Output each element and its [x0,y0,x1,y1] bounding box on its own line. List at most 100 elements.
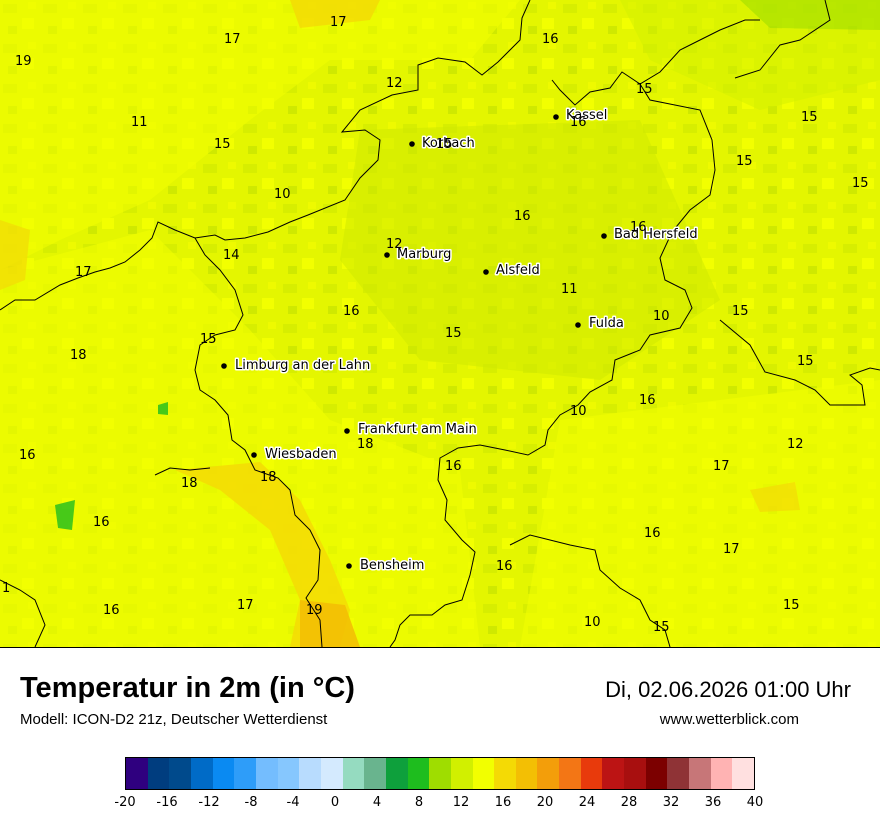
temperature-map-svg: Kassel Korbach Bad Hersfeld Marburg Alsf… [0,0,880,647]
temp-value: 16 [630,220,647,235]
temp-value: 16 [445,459,462,474]
temp-value: 11 [561,282,578,297]
temp-value: 16 [514,209,531,224]
temp-value: 17 [723,542,740,557]
legend-swatch [147,758,170,789]
temp-value: 16 [343,304,360,319]
hot-spot-west [0,220,30,290]
legend-tick-label: 20 [536,795,554,810]
border-mainz [154,467,211,476]
temp-value: 18 [357,437,374,452]
legend-swatch [364,758,386,789]
temp-value: 17 [224,32,241,47]
legend-tick-label: -16 [156,795,178,810]
legend-tick-label: -20 [114,795,136,810]
temp-value: 16 [644,526,661,541]
temperature-values: 17 17 19 16 12 15 15 11 15 16 15 10 15 1… [2,15,869,635]
hot-spot-north [290,0,380,28]
city-label-alsfeld: Alsfeld [496,263,540,278]
map-title: Temperatur in 2m (in °C) [20,672,355,704]
temp-value: 18 [181,476,198,491]
temp-value: 15 [445,326,462,341]
legend-swatch [689,758,711,789]
city-wiesbaden: Wiesbaden [251,446,338,464]
city-label-bad-hersfeld: Bad Hersfeld [614,227,698,242]
temp-value: 10 [584,615,601,630]
temp-value: 16 [93,515,110,530]
city-label-limburg: Limburg an der Lahn [235,358,370,373]
city-dot-wiesbaden [251,452,257,458]
city-kassel: Kassel [553,107,609,125]
city-limburg: Limburg an der Lahn [221,357,372,375]
legend-swatch [559,758,581,789]
city-dot-frankfurt [344,428,350,434]
legend-swatch [732,758,755,789]
temp-value: 10 [274,187,291,202]
border-southwest [0,579,46,647]
temp-value: 15 [214,137,231,152]
temp-value: 11 [131,115,148,130]
city-dot-alsfeld [483,269,489,275]
legend-swatch [169,758,191,789]
city-label-kassel: Kassel [566,108,607,123]
temp-value: 14 [223,248,240,263]
legend-tick-label: 16 [494,795,512,810]
legend-swatch [277,758,300,789]
warm-zone-northwest [0,0,520,270]
legend-swatch [255,758,278,789]
temperature-map: Kassel Korbach Bad Hersfeld Marburg Alsf… [0,0,880,648]
forecast-datetime: Di, 02.06.2026 01:00 Uhr [605,677,851,702]
legend-tick-label: 8 [414,795,424,810]
website-link[interactable]: www.wetterblick.com [659,711,799,728]
temp-value: 17 [237,598,254,613]
border-bavaria [509,534,671,647]
cool-zone-central [340,120,720,380]
warm-zone-southeast [520,380,880,647]
cool-spot-northeast [740,0,880,30]
city-alsfeld: Alsfeld [483,262,541,280]
legend-tick-label: 28 [620,795,638,810]
city-dot-bensheim [346,563,352,569]
city-frankfurt: Frankfurt am Main [344,421,478,439]
legend-swatch [212,758,235,789]
temp-value: 12 [386,76,403,91]
temp-value: 16 [570,115,587,130]
city-label-bensheim: Bensheim [360,558,424,573]
legend-tick-label: 0 [330,795,340,810]
border-thuringia-south [719,319,880,406]
city-label-marburg: Marburg [397,247,451,262]
model-info: Modell: ICON-D2 21z, Deutscher Wetterdie… [20,711,328,728]
legend-tick-label: 24 [578,795,596,810]
border-hessen-east [389,83,716,647]
legend-swatch [407,758,430,789]
temp-value: 16 [103,603,120,618]
warm-zone-southwest [0,230,480,647]
temp-value: 15 [732,304,749,319]
legend-swatch [450,758,473,789]
city-dot-fulda [575,322,581,328]
city-dot-marburg [384,252,390,258]
legend-swatch [190,758,213,789]
temp-value: 17 [713,459,730,474]
cool-spot-west [158,402,168,415]
temp-value: 10 [653,309,670,324]
legend-swatch [472,758,495,789]
temp-value: 18 [70,348,87,363]
legend-swatch [602,758,625,789]
city-dot-limburg [221,363,227,369]
legend-swatch [320,758,343,789]
temp-value: 17 [330,15,347,30]
temp-value: 16 [639,393,656,408]
legend-tick-label: 12 [452,795,470,810]
temp-value: 15 [801,110,818,125]
legend-swatch [537,758,560,789]
temp-value: 15 [852,176,869,191]
legend-swatch [342,758,365,789]
city-dot-kassel [553,114,559,120]
legend-tick-label: 32 [662,795,680,810]
legend-swatch [515,758,538,789]
city-fulda: Fulda [575,315,625,333]
border-hessen-north-west [0,0,531,311]
temp-value: 18 [260,470,277,485]
